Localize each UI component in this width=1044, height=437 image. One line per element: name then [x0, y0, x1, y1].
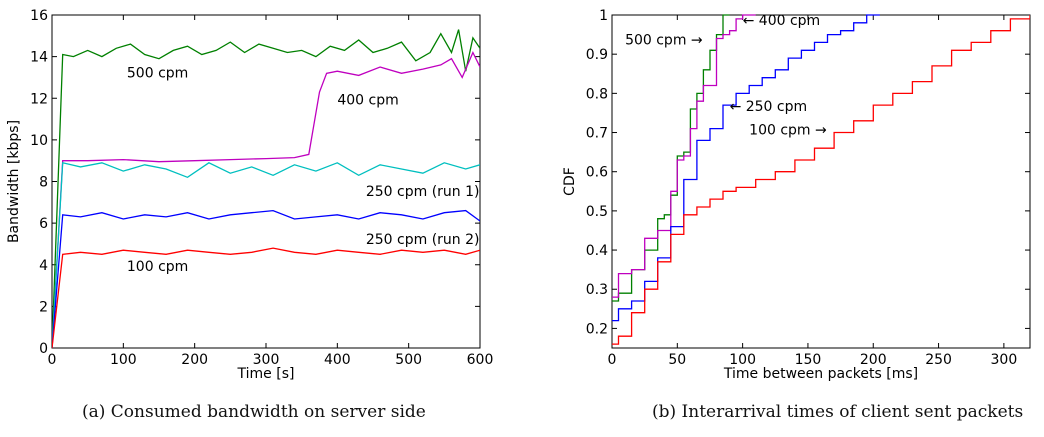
- annotation-label: 500 cpm →: [625, 32, 703, 48]
- annotation-label: 250 cpm (run 2): [366, 232, 480, 248]
- annotation-label: 500 cpm: [127, 65, 188, 81]
- plot-frame: [51, 14, 481, 349]
- y-tick-label: 14: [30, 50, 48, 66]
- annotation-label: ← 250 cpm: [730, 99, 808, 115]
- x-tick-label: 300: [991, 352, 1018, 368]
- series-line-250-cpm-run-2-: [52, 209, 480, 349]
- x-tick-label: 250: [925, 352, 952, 368]
- x-tick-label: 0: [48, 352, 57, 368]
- y-tick-label: 0.9: [586, 47, 608, 63]
- caption-b: (b) Interarrival times of client sent pa…: [652, 402, 1024, 422]
- caption-a: (a) Consumed bandwidth on server side: [82, 402, 426, 422]
- series-line-500-cpm: [52, 29, 480, 349]
- y-tick-label: 16: [30, 8, 48, 24]
- annotation-label: 250 cpm (run 1): [366, 184, 480, 200]
- y-tick-label: 6: [39, 216, 48, 232]
- cdf-chart: 0 50 100 150 200 250 300 0.2 0.3 0.4 0.5 0.6 0.7 0.8 0…: [562, 8, 1031, 382]
- x-tick-label: 500: [395, 352, 422, 368]
- annotation-label: 100 cpm →: [749, 122, 827, 138]
- series-line-250-cpm: [612, 14, 880, 322]
- x-tick-label: 100: [110, 352, 137, 368]
- y-tick-label: 0.6: [586, 165, 608, 181]
- y-tick-label: 0.2: [586, 321, 608, 337]
- series-line-400-cpm: [612, 14, 756, 298]
- y-tick-label: 0.4: [586, 243, 608, 259]
- x-tick-label: 200: [181, 352, 208, 368]
- y-tick-label: 0.5: [586, 204, 608, 220]
- x-tick-label: 50: [668, 352, 686, 368]
- series-line-250-cpm-run-1-: [52, 161, 480, 349]
- y-axis-label: Bandwidth [kbps]: [6, 120, 22, 243]
- x-tick-label: 100: [729, 352, 756, 368]
- y-tick-label: 10: [30, 133, 48, 149]
- y-tick-label: 0.7: [586, 126, 608, 142]
- x-tick-label: 300: [253, 352, 280, 368]
- x-axis-label: Time [s]: [237, 366, 295, 382]
- bandwidth-chart: 0 100 200 300 400 500 600 0 2 4 6 8 10 12 14 16 Time [s]…: [6, 8, 493, 382]
- y-axis-label: CDF: [562, 167, 578, 196]
- y-tick-label: 12: [30, 91, 48, 107]
- y-tick-label: 4: [39, 258, 48, 274]
- x-tick-label: 200: [860, 352, 887, 368]
- x-tick-label: 400: [324, 352, 351, 368]
- annotation-label: 100 cpm: [127, 259, 188, 275]
- annotation-label: ← 400 cpm: [743, 13, 821, 29]
- y-tick-label: 0: [39, 341, 48, 357]
- x-tick-label: 600: [467, 352, 494, 368]
- series-line-100-cpm: [612, 15, 1030, 345]
- y-tick-label: 2: [39, 299, 48, 315]
- series-line-400-cpm: [52, 50, 480, 349]
- annotation-label: 400 cpm: [337, 92, 398, 108]
- x-tick-label: 150: [795, 352, 822, 368]
- y-tick-label: 0.3: [586, 282, 608, 298]
- x-axis-label: Time between packets [ms]: [723, 366, 918, 382]
- x-tick-label: 0: [608, 352, 617, 368]
- y-tick-label: 8: [39, 175, 48, 191]
- series-line-100-cpm: [52, 247, 480, 349]
- y-tick-label: 1: [599, 8, 608, 24]
- y-tick-label: 0.8: [586, 86, 608, 102]
- plot-frame: [611, 14, 1031, 349]
